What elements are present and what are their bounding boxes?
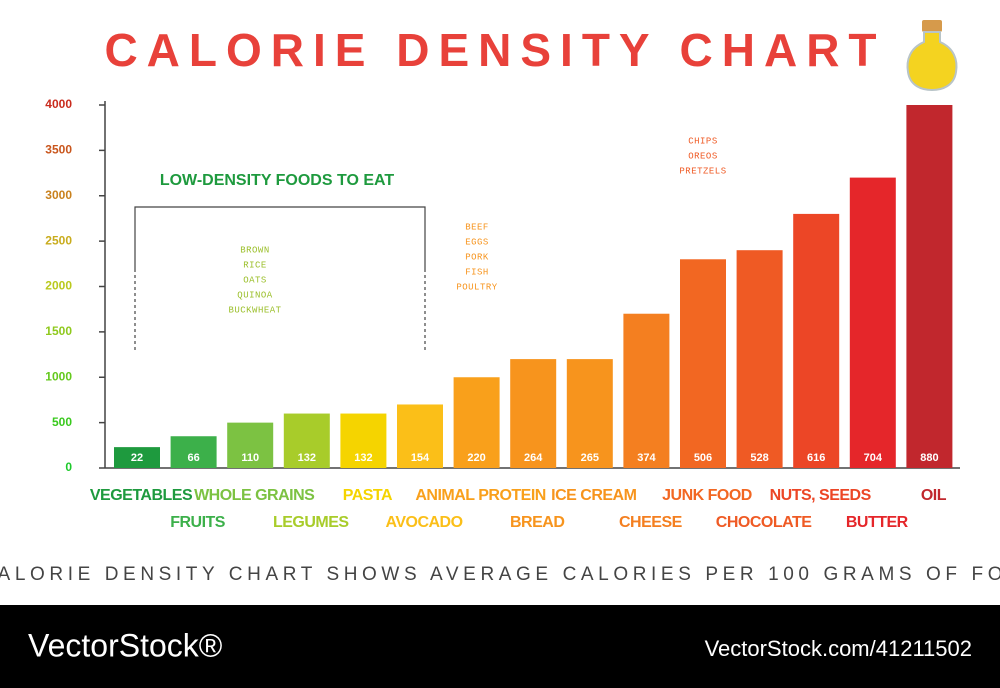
x-tick-label: NUTS, SEEDS — [770, 487, 872, 504]
x-tick-label: OIL — [921, 487, 947, 504]
bar — [397, 404, 443, 468]
calorie-label: 132 — [298, 452, 316, 464]
footer-bar — [0, 605, 1000, 688]
x-tick-label: JUNK FOOD — [662, 487, 752, 504]
x-tick-label: LEGUMES — [273, 514, 349, 531]
x-tick-label: CHOCOLATE — [716, 514, 812, 531]
food-list: BROWN — [240, 245, 270, 255]
y-tick-label: 4000 — [45, 97, 72, 111]
calorie-label: 110 — [241, 452, 259, 464]
calorie-label: 880 — [920, 452, 938, 464]
food-list: CHIPS — [688, 136, 718, 146]
y-tick-label: 1500 — [45, 324, 72, 338]
food-list: EGGS — [465, 237, 489, 247]
bracket — [134, 206, 426, 350]
calorie-label: 66 — [187, 452, 199, 464]
food-list: OREOS — [688, 151, 718, 161]
calorie-label: 616 — [807, 452, 825, 464]
food-list: POULTRY — [456, 282, 497, 292]
calorie-label: 506 — [694, 452, 712, 464]
food-list: BUCKWHEAT — [228, 305, 281, 315]
bar — [849, 177, 896, 468]
x-tick-label: ICE CREAM — [551, 487, 636, 504]
bar — [114, 447, 160, 468]
x-tick-label: FRUITS — [170, 514, 226, 531]
calorie-label: 704 — [864, 452, 883, 464]
calorie-label: 528 — [750, 452, 768, 464]
bar — [793, 213, 840, 468]
calorie-label: 22 — [131, 452, 143, 464]
x-tick-label: BREAD — [510, 514, 564, 531]
bar — [566, 359, 613, 468]
chart-title: CALORIE DENSITY CHART — [104, 24, 885, 76]
x-tick-label: CHEESE — [619, 514, 683, 531]
bar — [453, 377, 500, 468]
bar — [736, 250, 783, 468]
footer-url: VectorStock.com/41211502 — [705, 636, 972, 661]
food-list: FISH — [465, 267, 489, 277]
bar — [283, 413, 330, 468]
bracket-dash — [134, 275, 426, 350]
x-tick-label: WHOLE GRAINS — [194, 487, 315, 504]
food-list: QUINOA — [237, 290, 273, 300]
food-list: BEEF — [465, 222, 489, 232]
calorie-label: 265 — [581, 452, 599, 464]
bar — [623, 313, 670, 468]
bar — [680, 259, 726, 468]
oil-bottle — [906, 20, 958, 92]
y-tick-label: 2000 — [45, 279, 72, 293]
x-tick-label: AVOCADO — [385, 514, 462, 531]
x-tick-label: VEGETABLES — [90, 487, 193, 504]
bar — [227, 422, 274, 468]
calorie-label: 132 — [354, 452, 372, 464]
annotation: LOW-DENSITY FOODS TO EAT — [160, 172, 395, 189]
food-list: OATS — [243, 275, 267, 285]
calorie-label: 264 — [524, 452, 543, 464]
cork — [922, 20, 942, 32]
calorie-label: 374 — [637, 452, 656, 464]
bracket-line — [134, 206, 426, 272]
y-tick-label: 1000 — [45, 369, 72, 383]
y-tick-label: 500 — [52, 415, 72, 429]
x-tick-label: PASTA — [343, 487, 393, 504]
bar — [906, 105, 953, 468]
y-tick-label: 3500 — [45, 143, 72, 157]
bottle — [906, 31, 958, 92]
bar — [510, 359, 557, 468]
food-list: RICE — [243, 260, 267, 270]
bar — [340, 413, 387, 468]
y-tick-label: 3000 — [45, 188, 72, 202]
subtitle: CALORIE DENSITY CHART SHOWS AVERAGE CALO… — [0, 564, 1000, 585]
food-list: PRETZELS — [679, 166, 726, 176]
y-tick-label: 2500 — [45, 233, 72, 247]
y-tick-label: 0 — [65, 460, 72, 474]
calorie-label: 154 — [411, 452, 430, 464]
x-tick-label: BUTTER — [846, 514, 909, 531]
bar — [170, 436, 217, 468]
food-list: PORK — [465, 252, 489, 262]
footer-brand: VectorStock® — [28, 627, 223, 663]
calorie-label: 220 — [467, 452, 485, 464]
x-tick-label: ANIMAL PROTEIN — [415, 487, 545, 504]
